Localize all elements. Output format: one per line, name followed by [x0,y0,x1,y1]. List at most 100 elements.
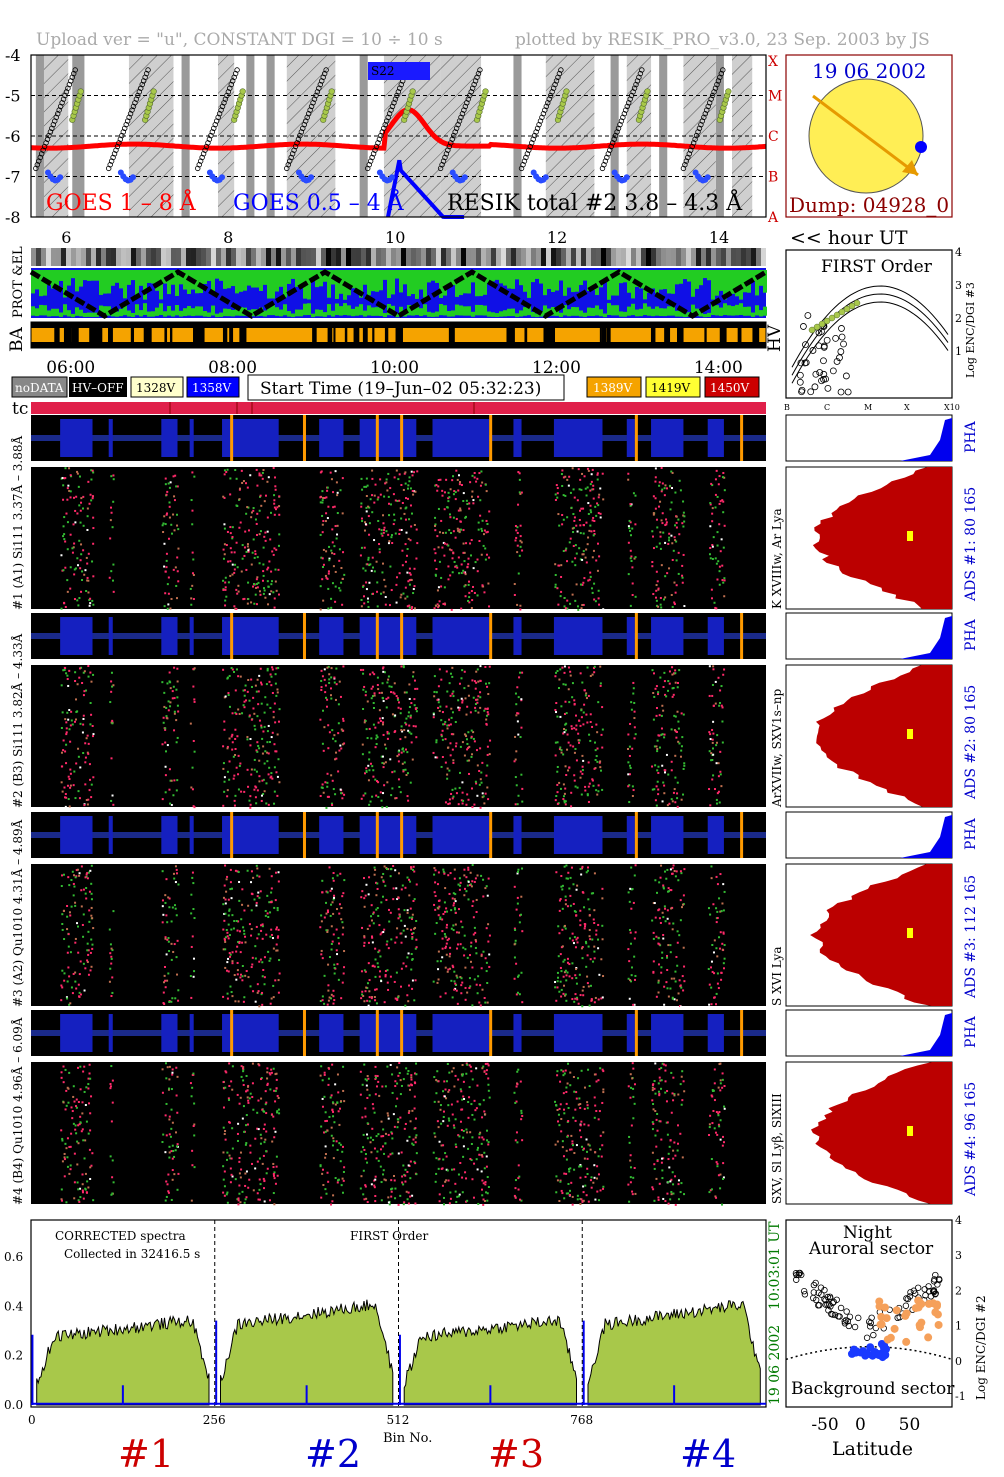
spectrogram-pixel [81,1128,84,1131]
spectrogram-pixel [407,711,410,714]
spectrogram-pixel [484,1113,487,1116]
spectrogram-pixel [514,758,517,761]
resik-point [111,151,118,157]
spectrogram-pixel [400,1151,403,1154]
spectrogram-pixel [67,718,70,721]
gray-strip-cell [451,248,456,266]
prot-strip-cell [39,304,43,316]
prot-strip-cell [95,270,99,281]
spectrogram-pixel [433,675,436,678]
resik-point [300,125,306,132]
resik-blue-point [704,174,711,181]
spectrogram-pixel [334,698,337,701]
spectrogram-pixel [558,1124,561,1127]
spectrogram-pixel [458,888,461,891]
spectrogram-pixel [583,689,586,692]
spectrogram-pixel [266,1082,269,1085]
spectrogram-pixel [387,678,390,681]
spectrogram-pixel [436,960,439,963]
spectrogram-pixel [560,995,563,998]
gray-strip-cell [686,248,691,266]
spectrogram-pixel [389,758,392,761]
spectrogram-pixel [712,704,715,707]
spectrogram-pixel [390,1179,393,1182]
spectrogram-pixel [333,967,336,970]
gray-strip-cell [586,248,591,266]
gray-strip-cell [181,248,186,266]
spectrogram-pixel [396,755,399,758]
spectrogram-pixel [377,1133,380,1136]
prot-strip-cell [559,312,563,317]
gray-strip-cell [206,248,211,266]
spectrogram-pixel [480,953,483,956]
spectrogram-pixel [558,1107,561,1110]
spectrogram-pixel [79,1187,82,1190]
spectrogram-pixel [69,951,72,954]
spectrogram-pixel [475,681,478,684]
spectrogram-pixel [662,933,665,936]
spectrogram-pixel [164,979,167,982]
spectrogram-pixel [69,786,72,789]
spectrogram-pixel [478,1103,481,1106]
spectrogram-pixel [232,755,235,758]
spectrogram-pixel [191,1164,194,1167]
spectrogram-pixel [65,796,68,799]
prot-strip-cell [683,313,687,318]
spectrogram-pixel [72,882,75,885]
spectrogram-pixel [588,733,591,736]
spectrogram-pixel [473,1099,476,1102]
spectrogram-pixel [712,774,715,777]
spectrogram-pixel [593,1116,596,1119]
nodata-swatch [11,376,68,398]
spectrogram-pixel [674,730,677,733]
spectrogram-pixel [457,803,460,806]
prot-strip-cell [327,270,331,298]
spectrogram-pixel [561,1192,564,1195]
resik-point [383,118,390,124]
first-order-xtick: X [904,403,910,412]
gray-strip-cell [41,248,46,266]
spectrogram-pixel [374,1178,377,1181]
spectrogram-pixel [563,671,566,674]
gray-strip-cell [476,248,481,266]
spectrogram-pixel [718,947,721,950]
spectrogram-pixel [240,1075,243,1078]
spectrogram-pixel [414,725,417,728]
spectrogram-pixel [409,781,412,784]
spectrogram-pixel [662,709,665,712]
prot-strip-cell [671,270,675,294]
spectrogram-pixel [474,687,477,690]
spectrogram-pixel [377,951,380,954]
spectrogram-pixel [363,969,366,972]
spectrogram-pixel [264,1103,267,1106]
spectrogram-pixel [248,799,251,802]
spectrogram-pixel [173,904,176,907]
spectrogram-pixel [708,1123,711,1126]
spectrogram-pixel [392,1113,395,1116]
spectrogram-pixel [256,1111,259,1114]
spectrogram-pixel [663,671,666,674]
spectrogram-pixel [76,1140,79,1143]
prot-strip-cell [651,308,655,317]
spectrogram-pixel [518,1175,521,1178]
pha-orange-line [302,1010,306,1056]
spectrogram-pixel [341,1145,344,1148]
spectrogram-pixel [332,1140,335,1143]
spectrogram-pixel [654,916,657,919]
spectrogram-pixel [384,671,387,674]
spectrogram-pixel [175,1094,178,1097]
spectrogram-pixel [82,1139,85,1142]
spectrogram-pixel [654,1110,657,1113]
prot-strip-cell [731,306,735,316]
spectrogram-pixel [391,1132,394,1135]
spectrogram-pixel [255,901,258,904]
ba-gap [93,322,100,348]
pha-hist-frame [785,811,953,859]
prot-strip-cell [35,270,39,290]
hour-ut-label: << hour UT [790,227,908,249]
spectrogram-pixel [270,901,273,904]
spectrogram-pixel [715,741,718,744]
spectrogram-pixel [264,909,267,912]
resik-point [699,118,706,124]
spectrogram-pixel [169,705,172,708]
